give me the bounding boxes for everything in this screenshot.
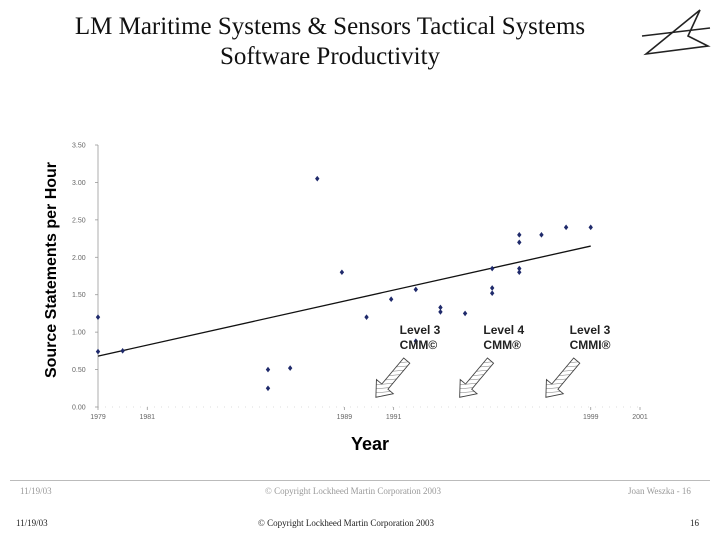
slide-title: LM Maritime Systems & Sensors Tactical S… (20, 12, 640, 72)
data-points (95, 175, 593, 392)
y-tick-label: 2.00 (72, 255, 86, 262)
title-line-1: LM Maritime Systems & Sensors Tactical S… (74, 13, 586, 40)
y-tick-label: 1.50 (72, 292, 86, 299)
footer-ghost-date: 11/19/03 (20, 486, 52, 496)
x-tick-label: 1989 (337, 414, 353, 421)
cmm-model-label: CMM® (483, 338, 521, 352)
x-tick-label: 1979 (90, 414, 106, 421)
footer-ghost-author: Joan Weszka - 16 (628, 486, 691, 496)
data-point (563, 224, 569, 231)
footer-divider (10, 480, 710, 481)
data-point (265, 385, 271, 392)
y-tick-label: 2.50 (72, 217, 86, 224)
data-point (517, 239, 522, 246)
title-line-2: Software Productivity (219, 43, 441, 70)
axes: 0.00 0.50 1.00 1.50 2.00 2.50 3.00 3.50 1979 1981… (72, 143, 648, 422)
down-right-arrow-icon (375, 357, 411, 398)
data-point (462, 310, 468, 317)
y-axis-label: Source Statements per Hour (43, 162, 60, 378)
data-point (413, 286, 419, 293)
data-point (388, 296, 394, 303)
footer-date: 11/19/03 (16, 518, 48, 528)
y-tick-label: 0.00 (72, 405, 86, 412)
data-point (517, 232, 522, 238)
data-point (364, 314, 369, 320)
productivity-chart: Source Statements per Hour Year 0.00 0.50… (43, 143, 648, 455)
data-point (489, 290, 495, 297)
data-point (588, 224, 593, 231)
cmm-model-label: CMM© (400, 338, 438, 352)
data-point (539, 232, 544, 238)
data-point (517, 269, 522, 276)
cmm-level-label: Level 3 (570, 323, 611, 337)
y-tick-label: 1.00 (72, 330, 86, 337)
data-point (120, 348, 125, 354)
data-point (517, 265, 522, 272)
y-tick-label: 3.00 (72, 180, 86, 187)
x-tick-label: 1981 (139, 414, 155, 421)
lockheed-star-icon (641, 9, 711, 56)
data-point (339, 269, 345, 276)
data-point (287, 365, 293, 371)
x-axis-label: Year (351, 434, 389, 454)
data-point (438, 304, 443, 311)
x-tick-label: 1999 (583, 414, 599, 421)
data-point (413, 338, 419, 344)
down-right-arrow-icon (545, 357, 581, 398)
x-tick-label: 1991 (386, 414, 402, 421)
y-tick-label: 3.50 (72, 143, 86, 150)
cmm-level-label: Level 3 (400, 323, 441, 337)
data-point (489, 265, 495, 272)
footer-copyright: © Copyright Lockheed Martin Corporation … (258, 518, 435, 528)
x-tick-label: 2001 (632, 414, 648, 421)
trendline (97, 245, 591, 357)
data-point (438, 309, 443, 315)
data-point (95, 314, 101, 320)
y-tick-label: 0.50 (72, 367, 86, 374)
footer-page-number: 16 (690, 518, 699, 528)
data-point (95, 348, 101, 355)
cmm-model-label: CMMI® (570, 338, 611, 352)
data-point (315, 175, 320, 182)
footer-ghost-copyright: © Copyright Lockheed Martin Corporation … (265, 486, 442, 496)
data-point (489, 285, 495, 291)
down-right-arrow-icon (459, 357, 495, 398)
cmm-level-label: Level 4 (483, 323, 524, 337)
data-point (265, 366, 271, 373)
trendline-group (97, 245, 591, 357)
